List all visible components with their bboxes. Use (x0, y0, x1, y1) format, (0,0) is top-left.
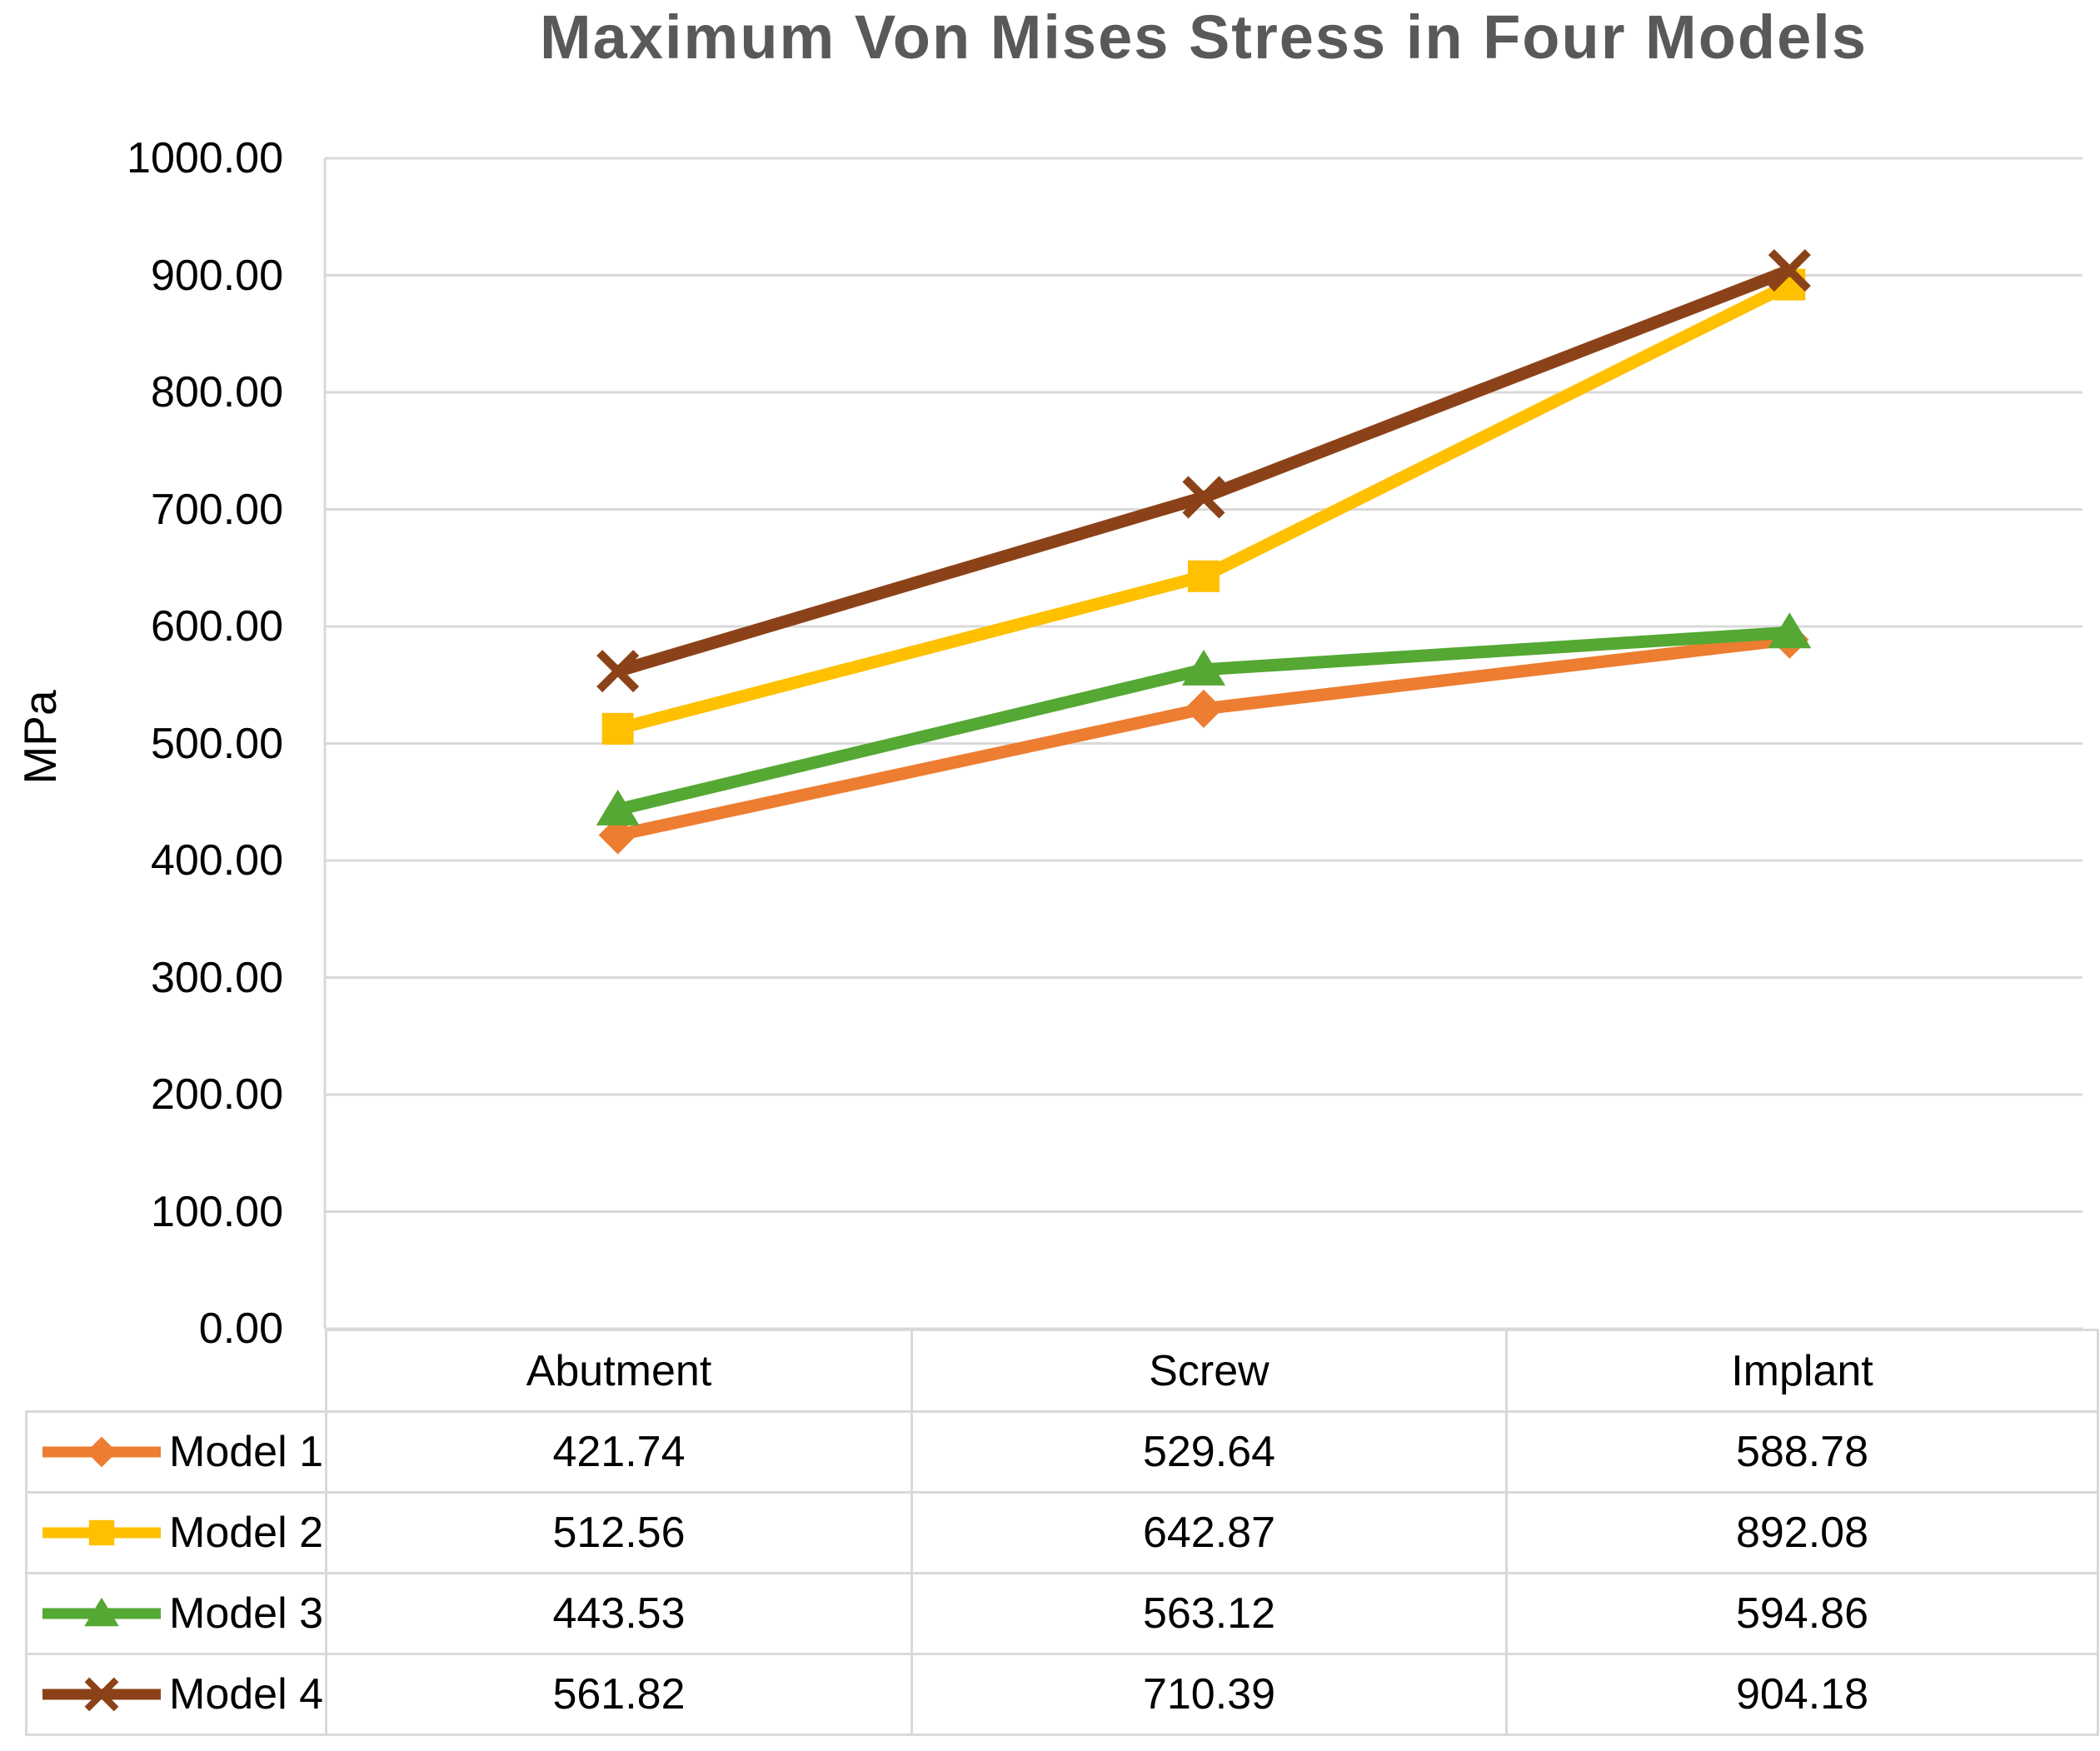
table-row: Model 2 512.56 642.87 892.08 (25, 1491, 2099, 1574)
legend-key: Model 1 (27, 1420, 325, 1484)
table-value-cell: 904.18 (1505, 1653, 2099, 1736)
y-tick-label: 100.00 (150, 1187, 283, 1236)
x-marker (596, 650, 640, 693)
column-header: Abutment (325, 1329, 913, 1413)
table-value-cell: 529.64 (910, 1410, 1508, 1494)
legend-key: Model 3 (27, 1582, 325, 1645)
diamond-marker (598, 816, 637, 855)
triangle-marker (84, 1597, 119, 1627)
legend-label: Model 3 (169, 1589, 323, 1638)
chart-title: Maximum Von Mises Stress in Four Models (540, 2, 1868, 72)
table-header-row: Abutment Screw Implant (27, 1329, 2099, 1413)
x-marker (1768, 249, 1811, 292)
legend-cell: Model 2 (25, 1491, 327, 1574)
table-row: Model 4 561.82 710.39 904.18 (25, 1653, 2099, 1736)
y-tick-label: 800.00 (150, 368, 283, 417)
table-value-cell: 588.78 (1505, 1410, 2099, 1494)
y-tick-label: 600.00 (150, 602, 283, 651)
triangle-marker (596, 789, 640, 826)
table-value-cell: 642.87 (910, 1491, 1508, 1574)
table-value-cell: 421.74 (325, 1410, 913, 1494)
table-value-cell: 561.82 (325, 1653, 913, 1736)
table-value-cell: 594.86 (1505, 1572, 2099, 1655)
legend-label: Model 2 (169, 1509, 323, 1557)
y-tick-label: 1000.00 (127, 134, 283, 182)
y-tick-label: 300.00 (150, 953, 283, 1002)
y-tick-label: 500.00 (150, 719, 283, 768)
square-marker (1188, 560, 1220, 592)
y-tick-label: 900.00 (150, 251, 283, 300)
legend-key: Model 4 (27, 1663, 325, 1726)
column-header: Implant (1505, 1329, 2099, 1413)
diamond-legend-icon (42, 1436, 161, 1468)
table-value-cell: 563.12 (910, 1572, 1508, 1655)
legend-cell: Model 3 (25, 1572, 327, 1655)
triangle-marker (1182, 649, 1225, 686)
series-line-model-4 (616, 264, 1793, 677)
table-value-cell: 443.53 (325, 1572, 913, 1655)
x-marker (1182, 476, 1225, 519)
diamond-marker (1185, 689, 1223, 728)
triangle-marker (1768, 612, 1812, 649)
table-row: Model 1 421.74 529.64 588.78 (25, 1410, 2099, 1494)
table-value-cell: 512.56 (325, 1491, 913, 1574)
table-value-cell: 710.39 (910, 1653, 1508, 1736)
x-marker (84, 1677, 119, 1712)
legend-label: Model 1 (169, 1428, 323, 1476)
diamond-marker (86, 1436, 117, 1468)
square-marker (601, 712, 634, 745)
legend-label: Model 4 (169, 1670, 323, 1719)
x-legend-icon (42, 1677, 161, 1712)
legend-cell: Model 4 (25, 1653, 327, 1736)
legend-key: Model 2 (27, 1501, 325, 1564)
column-header: Screw (910, 1329, 1508, 1413)
square-legend-icon (42, 1519, 161, 1546)
triangle-legend-icon (42, 1597, 161, 1627)
y-tick-label: 200.00 (150, 1070, 283, 1119)
data-table: Abutment Screw Implant Model 1 421.74 529.64 5… (25, 1329, 2099, 1736)
table-corner-blank (27, 1330, 327, 1412)
y-tick-label: 400.00 (150, 836, 283, 885)
table-row: Model 3 443.53 563.12 594.86 (25, 1572, 2099, 1655)
square-marker (88, 1519, 115, 1546)
y-tick-label: 700.00 (150, 485, 283, 534)
legend-cell: Model 1 (25, 1410, 327, 1494)
y-tick-label: 0.00 (198, 1305, 283, 1353)
table-value-cell: 892.08 (1505, 1491, 2099, 1574)
